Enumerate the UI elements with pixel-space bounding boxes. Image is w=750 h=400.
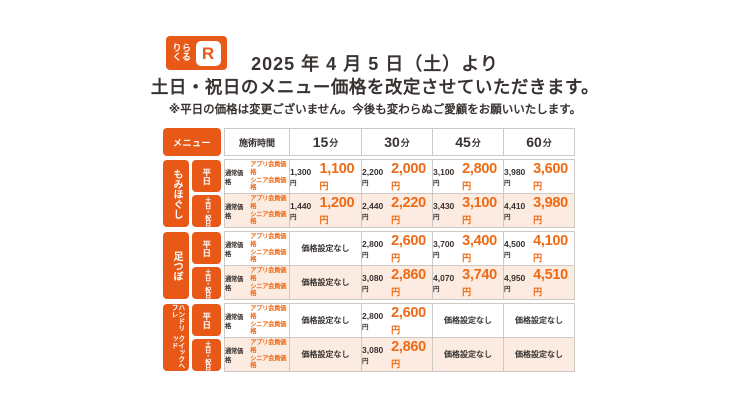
logo-name-top: りら (172, 42, 192, 53)
table-header-row: 施術時間 15 分 30 分 45 分 60 分 (224, 128, 575, 156)
price-cell: 2,440円 2,220円 (362, 194, 432, 227)
price-cell: 2,200円 2,000円 (362, 160, 432, 193)
no-price-cell: 価格設定なし (290, 232, 361, 265)
no-price-cell: 価格設定なし (504, 304, 574, 337)
riraku-logo: りら くる R (166, 36, 227, 70)
group-hand-quickhead: 通常価格 アプリ会員価格 シニア会員価格 価格設定なし 2,800円 2,600円… (224, 303, 575, 372)
title-date: 2025 年 4 月 5 日（土）より (251, 54, 499, 74)
day-label: 土日・祝日 (203, 268, 211, 298)
price-type-cell: 通常価格 アプリ会員価格 シニア会員価格 (225, 266, 289, 299)
price-type-cell: 通常価格 アプリ会員価格 シニア会員価格 (225, 160, 289, 193)
note-text: ※平日の価格は変更ございません。今後も変わらぬご愛顧をお願いいたします。 (168, 104, 582, 116)
logo-r-letter: R (201, 43, 215, 63)
no-price-cell: 価格設定なし (504, 338, 574, 371)
no-price-cell: 価格設定なし (433, 338, 503, 371)
price-cell: 3,080円 2,860円 (362, 266, 432, 299)
day-label: 平日 (201, 311, 212, 329)
price-cell: 2,800円 2,600円 (362, 232, 432, 265)
price-cell: 2,800円 2,600円 (362, 304, 432, 337)
menu-header-box: メニュー (163, 128, 221, 156)
price-cell: 4,500円 4,100円 (504, 232, 574, 265)
price-cell: 3,430円 3,100円 (433, 194, 503, 227)
no-price-cell: 価格設定なし (290, 266, 361, 299)
no-price-cell: 価格設定なし (290, 338, 361, 371)
duration-header-30: 30 分 (362, 129, 432, 155)
day-weekend-3: 土日・祝日 (192, 339, 221, 371)
day-weekday-3: 平日 (192, 304, 221, 336)
duration-header-15: 15 分 (290, 129, 361, 155)
price-cell: 4,070円 3,740円 (433, 266, 503, 299)
no-price-cell: 価格設定なし (433, 304, 503, 337)
day-label: 土日・祝日 (203, 340, 211, 370)
day-weekend-1: 土日・祝日 (192, 195, 221, 227)
duration-header-45: 45 分 (433, 129, 503, 155)
price-cell: 3,700円 3,400円 (433, 232, 503, 265)
price-type-cell: 通常価格 アプリ会員価格 シニア会員価格 (225, 232, 289, 265)
day-weekend-2: 土日・祝日 (192, 267, 221, 299)
menu-ashitsubo-label: 足つぼ (171, 250, 182, 281)
price-cell: 3,100円 2,800円 (433, 160, 503, 193)
price-cell: 4,950円 4,510円 (504, 266, 574, 299)
time-header-cell: 施術時間 (225, 129, 289, 155)
no-price-cell: 価格設定なし (290, 304, 361, 337)
day-label: 平日 (201, 167, 212, 185)
logo-name-bottom: くる (172, 52, 192, 62)
group-momihogushi: 通常価格 アプリ会員価格 シニア会員価格 1,300円 1,100円 2,200円… (224, 159, 575, 228)
day-weekday-2: 平日 (192, 232, 221, 264)
title-main: 土日・祝日のメニュー価格を改定させていただきます。 (150, 77, 600, 97)
price-table: メニュー もみほぐし 平日 土日・祝日 足つぼ 平日 土日・祝日 ハンドリフレ … (163, 128, 575, 374)
duration-header-60: 60 分 (504, 129, 574, 155)
menu-quickhead-label: クイックヘッド (170, 335, 184, 370)
day-label: 平日 (201, 239, 212, 257)
price-type-cell: 通常価格 アプリ会員価格 シニア会員価格 (225, 304, 289, 337)
menu-momihogushi: もみほぐし (163, 160, 189, 227)
menu-ashitsubo: 足つぼ (163, 232, 189, 299)
menu-momihogushi-label: もみほぐし (171, 168, 182, 219)
price-type-cell: 通常価格 アプリ会員価格 シニア会員価格 (225, 194, 289, 227)
logo-r-mark-icon: R (195, 40, 221, 66)
day-weekday-1: 平日 (192, 160, 221, 192)
price-cell: 3,980円 3,600円 (504, 160, 574, 193)
menu-hand-quickhead: ハンドリフレ クイックヘッド (163, 304, 189, 371)
price-cell: 3,080円 2,860円 (362, 338, 432, 371)
menu-handrefle-label: ハンドリフレ (170, 304, 184, 332)
price-cell: 4,410円 3,980円 (504, 194, 574, 227)
logo-name: りら くる (172, 42, 192, 63)
price-cell: 1,440円 1,200円 (290, 194, 361, 227)
day-label: 土日・祝日 (203, 196, 211, 226)
price-cell: 1,300円 1,100円 (290, 160, 361, 193)
group-ashitsubo: 通常価格 アプリ会員価格 シニア会員価格 価格設定なし 2,800円 2,600円… (224, 231, 575, 300)
price-type-cell: 通常価格 アプリ会員価格 シニア会員価格 (225, 338, 289, 371)
